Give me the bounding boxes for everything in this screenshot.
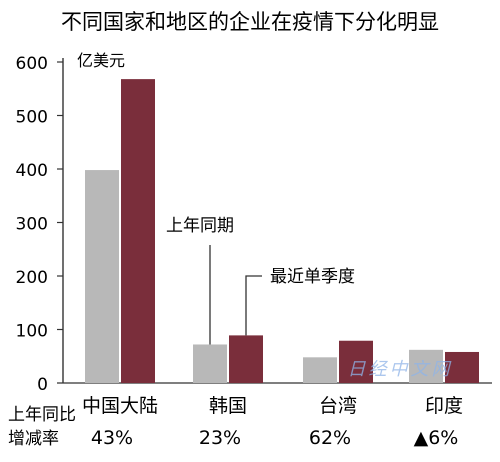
callout-line-latest-quarter xyxy=(245,275,262,336)
x-tick-label: 印度 xyxy=(425,395,463,417)
growth-value: ▲6% xyxy=(414,427,459,449)
bar-latest-quarter xyxy=(229,335,263,383)
y-tick-label: 600 xyxy=(16,54,48,74)
y-tick-label: 500 xyxy=(16,108,48,128)
watermark: 日经中文网 xyxy=(348,359,453,380)
growth-label-line1: 上年同比 xyxy=(8,405,76,425)
bar-previous-year xyxy=(303,357,337,383)
growth-value: 23% xyxy=(199,427,241,449)
y-tick-label: 100 xyxy=(16,322,48,342)
unit-label: 亿美元 xyxy=(77,51,125,70)
y-tick-label: 200 xyxy=(16,268,48,288)
bar-previous-year xyxy=(85,170,119,383)
x-tick-label: 韩国 xyxy=(209,395,247,417)
growth-value: 62% xyxy=(309,427,351,449)
x-tick-label: 台湾 xyxy=(319,395,357,417)
bar-latest-quarter xyxy=(121,79,155,384)
bar-previous-year xyxy=(193,344,227,383)
y-tick-label: 0 xyxy=(37,375,48,395)
y-tick-label: 300 xyxy=(16,215,48,235)
growth-value: 43% xyxy=(91,427,133,449)
bar-previous-year xyxy=(409,349,443,383)
bar-latest-quarter xyxy=(339,340,373,383)
bar-latest-quarter xyxy=(445,351,479,383)
callout-label-latest-quarter: 最近单季度 xyxy=(270,267,355,287)
y-tick-label: 400 xyxy=(16,161,48,181)
chart-title: 不同国家和地区的企业在疫情下分化明显 xyxy=(61,10,439,34)
x-tick-label: 中国大陆 xyxy=(82,395,158,417)
growth-label-line2: 增减率 xyxy=(8,429,59,449)
callout-label-previous-year: 上年同期 xyxy=(166,216,234,236)
